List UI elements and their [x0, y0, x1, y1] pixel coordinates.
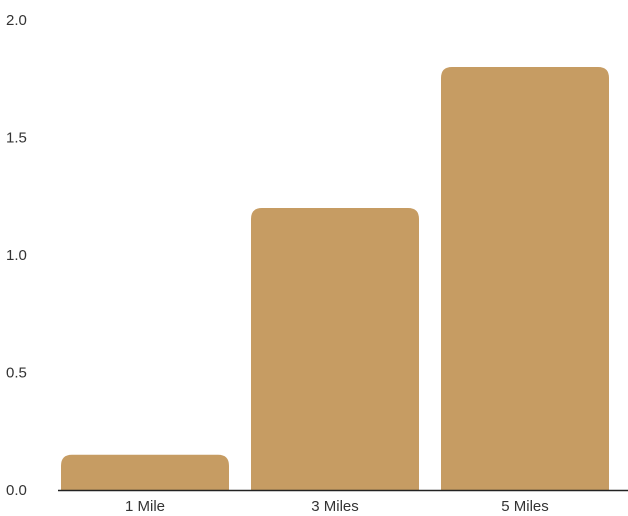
x-axis-labels: 1 Mile 3 Miles 5 Miles	[125, 498, 549, 515]
x-tick-label: 5 Miles	[501, 498, 549, 515]
y-tick-label: 1.0	[6, 247, 27, 264]
y-axis-ticks: 0.0 0.5 1.0 1.5 2.0	[6, 12, 27, 499]
bar-5-miles	[441, 67, 609, 490]
bar-3-miles	[251, 208, 419, 490]
y-tick-label: 0.5	[6, 365, 27, 382]
y-tick-label: 2.0	[6, 12, 27, 29]
y-tick-label: 1.5	[6, 130, 27, 147]
y-tick-label: 0.0	[6, 482, 27, 499]
x-tick-label: 1 Mile	[125, 498, 165, 515]
bar-1-mile	[61, 454, 229, 490]
x-tick-label: 3 Miles	[311, 498, 359, 515]
bars	[61, 67, 609, 490]
